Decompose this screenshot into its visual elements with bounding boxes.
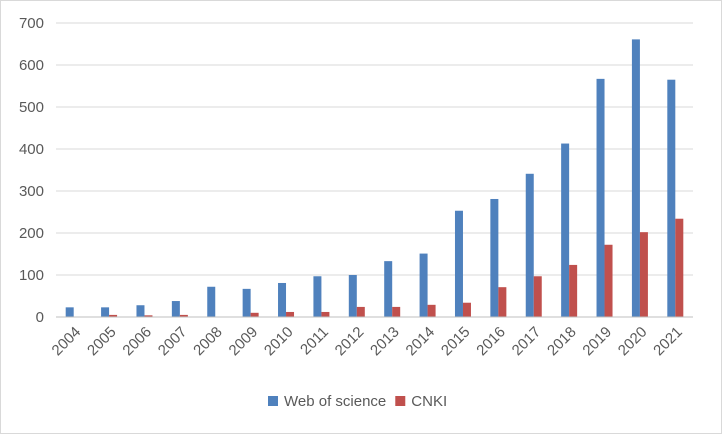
y-tick-label: 500 [19,99,44,116]
bar-web-of-science-2014 [419,253,428,317]
bar-web-of-science-2007 [171,301,180,317]
bar-web-of-science-2011 [313,276,322,317]
bar-cnki-2018 [569,264,578,317]
bar-cnki-2013 [392,306,401,317]
legend-swatch [268,396,278,406]
legend-label: CNKI [411,393,447,410]
x-tick-label: 2015 [438,324,474,360]
x-tick-label: 2017 [509,324,545,360]
y-tick-label: 100 [19,267,44,284]
y-tick-label: 600 [19,57,44,74]
x-tick-label: 2006 [119,324,155,360]
x-tick-label: 2010 [261,324,297,360]
bar-web-of-science-2015 [454,210,463,317]
bar-web-of-science-2016 [490,198,499,317]
x-tick-label: 2004 [49,324,85,360]
y-tick-label: 300 [19,183,44,200]
bar-web-of-science-2010 [278,282,287,317]
legend-swatch [395,396,406,406]
x-tick-label: 2005 [84,324,120,360]
bar-cnki-2015 [462,302,471,317]
bar-web-of-science-2008 [207,286,216,317]
bar-cnki-2017 [533,276,542,317]
x-tick-label: 2011 [297,324,332,359]
x-tick-label: 2009 [226,324,262,360]
x-tick-label: 2013 [367,324,403,360]
x-tick-label: 2019 [579,324,615,360]
y-axis-tick-labels: 0 100 200 300 400 500 600 700 [19,15,44,326]
bar-cnki-2009 [250,312,259,317]
x-tick-label: 2007 [155,324,191,360]
x-tick-label: 2020 [615,324,651,360]
bar-web-of-science-2017 [525,173,534,317]
bar-web-of-science-2012 [348,275,357,317]
gridlines [56,22,693,276]
x-tick-label: 2008 [190,324,226,360]
bar-web-of-science-2021 [667,79,676,317]
bar-cnki-2019 [604,244,613,317]
bar-cnki-2021 [675,218,684,317]
bar-cnki-2010 [286,311,295,317]
bar-cnki-2014 [427,304,436,317]
y-tick-label: 200 [19,225,44,242]
x-tick-label: 2014 [403,324,439,360]
legend: Web of science CNKI [268,393,447,410]
bar-cnki-2007 [179,314,188,317]
bar-web-of-science-2009 [242,288,251,317]
x-tick-label: 2016 [473,324,509,360]
bar-web-of-science-2006 [136,305,145,317]
bar-cnki-2016 [498,287,507,317]
bar-cnki-2005 [109,314,118,317]
bar-cnki-2020 [639,232,648,317]
x-tick-label: 2012 [332,324,368,360]
legend-label: Web of science [284,393,386,410]
bars [65,39,684,317]
bar-web-of-science-2013 [384,261,393,317]
bar-cnki-2012 [356,306,365,317]
y-tick-label: 700 [19,15,44,32]
bar-web-of-science-2018 [561,143,570,317]
y-tick-label: 400 [19,141,44,158]
bar-web-of-science-2020 [631,39,640,317]
y-tick-label: 0 [36,309,44,326]
bar-web-of-science-2004 [65,307,74,317]
bar-cnki-2006 [144,315,153,317]
x-axis-tick-labels: 2004 2005 2006 2007 2008 2009 2010 2011 2012 2013… [49,324,686,360]
x-tick-label: 2018 [544,324,580,360]
bar-web-of-science-2019 [596,78,605,317]
x-tick-label: 2021 [650,324,686,360]
bar-web-of-science-2005 [101,307,110,317]
bar-cnki-2011 [321,311,330,317]
